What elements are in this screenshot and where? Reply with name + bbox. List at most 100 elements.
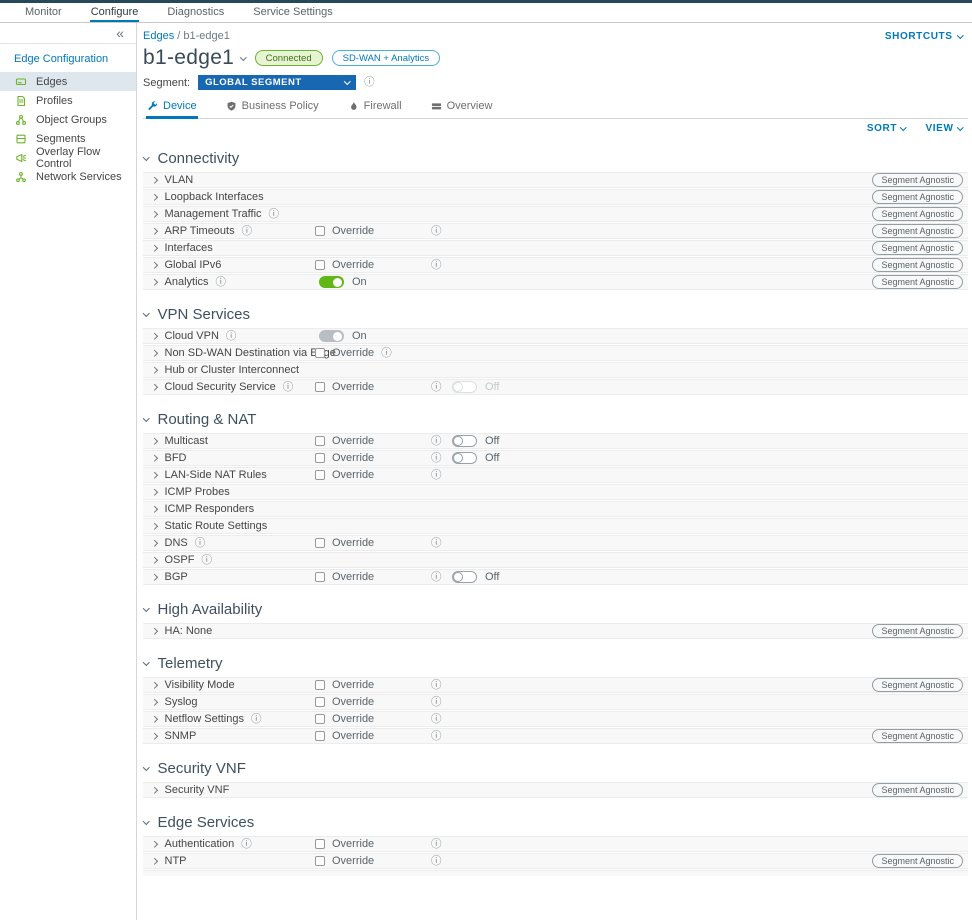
chevron-right-icon[interactable] — [151, 488, 158, 496]
collapse-sidebar-icon[interactable]: « — [116, 25, 124, 41]
info-icon[interactable]: ⓘ — [194, 536, 206, 549]
info-icon[interactable]: ⓘ — [431, 729, 442, 742]
chevron-right-icon[interactable] — [151, 244, 158, 252]
chevron-right-icon[interactable] — [151, 539, 158, 547]
config-row-icmp-probes[interactable]: ICMP Probes — [143, 484, 968, 500]
info-icon[interactable]: ⓘ — [431, 570, 442, 583]
config-row-security-vnf[interactable]: Security VNF Segment Agnostic — [143, 782, 968, 798]
config-row-hub-or-cluster-interconnect[interactable]: Hub or Cluster Interconnect — [143, 362, 968, 378]
info-icon[interactable]: ⓘ — [431, 837, 442, 850]
config-row-loopback-interfaces[interactable]: Loopback Interfaces Segment Agnostic — [143, 189, 968, 205]
chevron-right-icon[interactable] — [151, 193, 158, 201]
section-header[interactable]: Connectivity — [143, 151, 968, 166]
override-checkbox[interactable] — [315, 680, 325, 690]
nav-item-monitor[interactable]: Monitor — [25, 6, 62, 18]
config-row-global-ipv6[interactable]: Global IPv6 Override ⓘ Segment Agnostic — [143, 257, 968, 273]
chevron-right-icon[interactable] — [151, 698, 158, 706]
override-checkbox[interactable] — [315, 453, 325, 463]
info-icon[interactable]: ⓘ — [282, 380, 294, 393]
chevron-right-icon[interactable] — [151, 715, 158, 723]
config-row-non-sd-wan-destination-via-edge[interactable]: Non SD-WAN Destination via Edge Override ⓘ — [143, 345, 968, 361]
info-icon[interactable]: ⓘ — [201, 553, 212, 566]
info-icon[interactable]: ⓘ — [431, 258, 442, 271]
toggle-switch[interactable] — [452, 571, 477, 583]
section-header[interactable]: Routing & NAT — [143, 412, 968, 427]
breadcrumb-edges-link[interactable]: Edges — [143, 30, 175, 42]
nav-item-service-settings[interactable]: Service Settings — [253, 6, 333, 18]
sidebar-item-edges[interactable]: Edges — [0, 72, 136, 91]
config-row-icmp-responders[interactable]: ICMP Responders — [143, 501, 968, 517]
info-icon[interactable]: ⓘ — [431, 678, 442, 691]
override-checkbox[interactable] — [315, 538, 325, 548]
section-header[interactable]: Edge Services — [143, 815, 968, 830]
info-icon[interactable]: ⓘ — [431, 224, 442, 237]
config-row-dns[interactable]: DNS ⓘ Override ⓘ — [143, 535, 968, 551]
config-row-bfd[interactable]: BFD Override ⓘ Off — [143, 450, 968, 466]
config-row-ospf[interactable]: OSPF ⓘ — [143, 552, 968, 568]
info-icon[interactable]: ⓘ — [431, 695, 442, 708]
shortcuts-menu[interactable]: SHORTCUTS — [885, 31, 963, 42]
info-icon[interactable]: ⓘ — [431, 854, 442, 867]
info-icon[interactable]: ⓘ — [225, 329, 237, 342]
chevron-right-icon[interactable] — [151, 210, 158, 218]
chevron-right-icon[interactable] — [151, 437, 158, 445]
edge-title-dropdown-icon[interactable] — [240, 53, 247, 61]
config-row-management-traffic[interactable]: Management Traffic ⓘ Segment Agnostic — [143, 206, 968, 222]
sidebar-item-network-services[interactable]: Network Services — [0, 167, 136, 186]
info-icon[interactable]: ⓘ — [241, 224, 253, 237]
chevron-right-icon[interactable] — [151, 627, 158, 635]
sort-menu[interactable]: SORT — [867, 123, 907, 134]
sidebar-item-overlay-flow-control[interactable]: Overlay Flow Control — [0, 146, 136, 170]
sidebar-item-object-groups[interactable]: Object Groups — [0, 110, 136, 129]
chevron-right-icon[interactable] — [151, 732, 158, 740]
chevron-right-icon[interactable] — [151, 840, 158, 848]
view-menu[interactable]: VIEW — [926, 123, 963, 134]
chevron-right-icon[interactable] — [151, 332, 158, 340]
override-checkbox[interactable] — [315, 839, 325, 849]
config-row-interfaces[interactable]: Interfaces Segment Agnostic — [143, 240, 968, 256]
toggle-switch[interactable] — [452, 435, 477, 447]
config-row-cloud-vpn[interactable]: Cloud VPN ⓘ On — [143, 328, 968, 344]
config-row-vlan[interactable]: VLAN Segment Agnostic — [143, 172, 968, 188]
config-row-lan-side-nat-rules[interactable]: LAN-Side NAT Rules Override ⓘ — [143, 467, 968, 483]
section-header[interactable]: Telemetry — [143, 656, 968, 671]
config-row-ntp[interactable]: NTP Override ⓘ Segment Agnostic — [143, 853, 968, 869]
sidebar-item-segments[interactable]: Segments — [0, 129, 136, 148]
info-icon[interactable]: ⓘ — [250, 712, 262, 725]
chevron-right-icon[interactable] — [151, 349, 158, 357]
override-checkbox[interactable] — [315, 348, 325, 358]
override-checkbox[interactable] — [315, 731, 325, 741]
info-icon[interactable]: ⓘ — [431, 451, 442, 464]
chevron-right-icon[interactable] — [151, 227, 158, 235]
section-header[interactable]: High Availability — [143, 602, 968, 617]
override-checkbox[interactable] — [315, 382, 325, 392]
tab-business-policy[interactable]: Business Policy — [225, 97, 320, 119]
config-row-snmp[interactable]: SNMP Override ⓘ Segment Agnostic — [143, 728, 968, 744]
info-icon[interactable]: ⓘ — [431, 434, 442, 447]
tab-firewall[interactable]: Firewall — [347, 97, 403, 119]
override-checkbox[interactable] — [315, 470, 325, 480]
chevron-right-icon[interactable] — [151, 522, 158, 530]
override-checkbox[interactable] — [315, 697, 325, 707]
chevron-right-icon[interactable] — [151, 786, 158, 794]
info-icon[interactable]: ⓘ — [431, 712, 442, 725]
tab-device[interactable]: Device — [146, 97, 198, 119]
info-icon[interactable]: ⓘ — [431, 468, 442, 481]
nav-item-configure[interactable]: Configure — [89, 6, 140, 22]
config-row-visibility-mode[interactable]: Visibility Mode Override ⓘ Segment Agnostic — [143, 677, 968, 693]
info-icon[interactable]: ⓘ — [215, 275, 227, 288]
info-icon[interactable]: ⓘ — [381, 346, 392, 359]
info-icon[interactable]: ⓘ — [431, 536, 442, 549]
override-checkbox[interactable] — [315, 572, 325, 582]
chevron-right-icon[interactable] — [151, 505, 158, 513]
chevron-right-icon[interactable] — [151, 471, 158, 479]
chevron-right-icon[interactable] — [151, 176, 158, 184]
config-row-bgp[interactable]: BGP Override ⓘ Off — [143, 569, 968, 585]
chevron-right-icon[interactable] — [151, 278, 158, 286]
config-row-analytics[interactable]: Analytics ⓘ On Segment Agnostic — [143, 274, 968, 290]
sidebar-item-profiles[interactable]: Profiles — [0, 91, 136, 110]
section-header[interactable]: VPN Services — [143, 307, 968, 322]
config-row-authentication[interactable]: Authentication ⓘ Override ⓘ — [143, 836, 968, 852]
chevron-right-icon[interactable] — [151, 261, 158, 269]
config-row-ha-none[interactable]: HA: None Segment Agnostic — [143, 623, 968, 639]
